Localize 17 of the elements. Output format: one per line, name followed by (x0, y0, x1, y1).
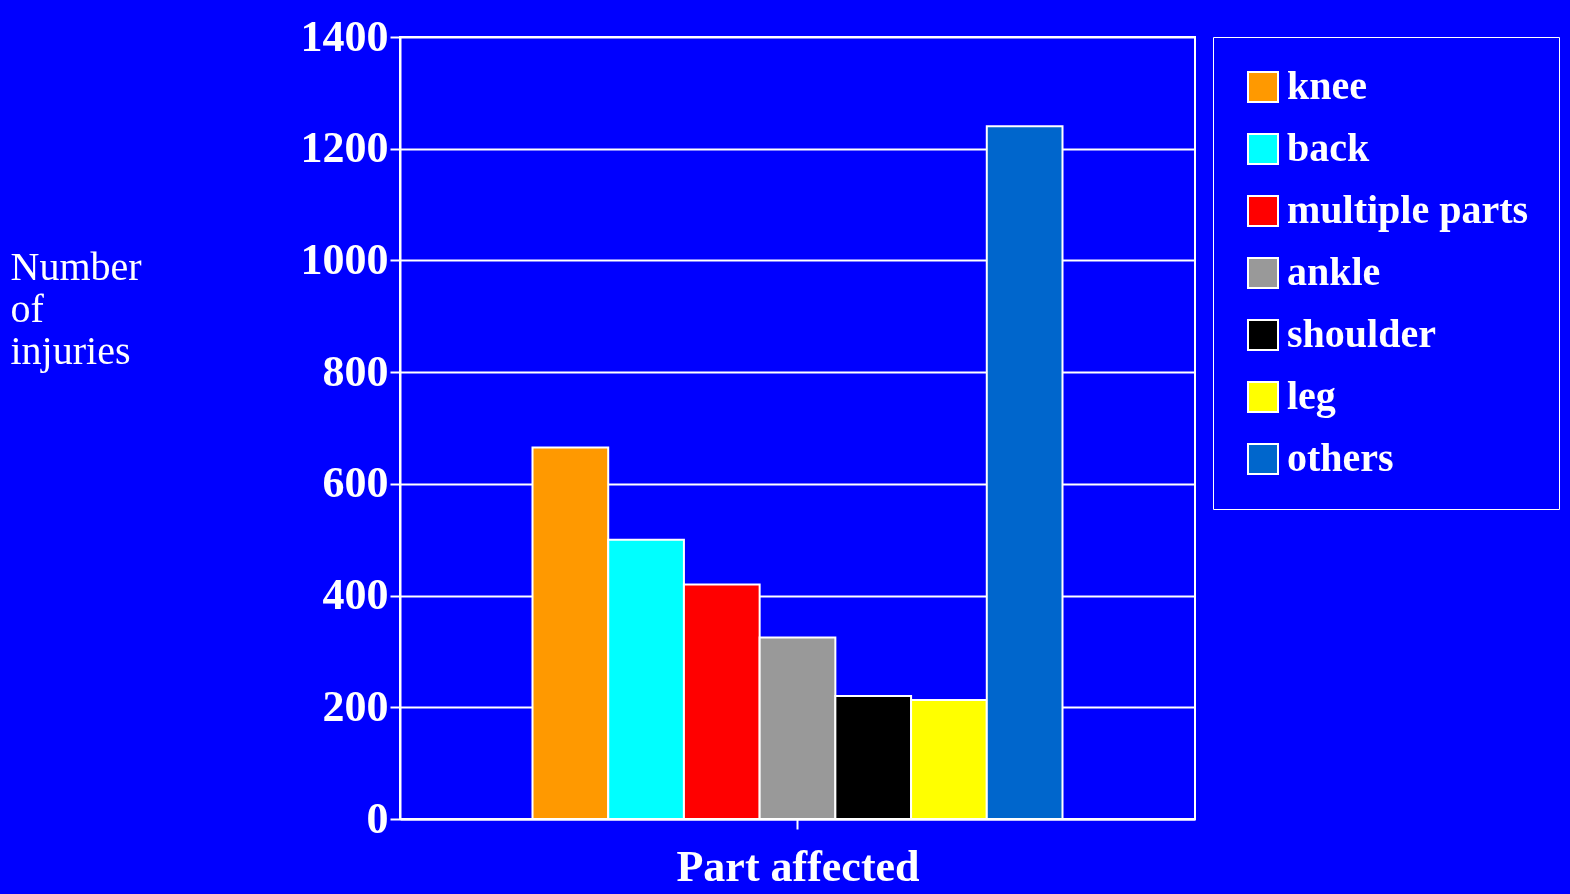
y-tick-label: 400 (322, 570, 389, 620)
y-tick-label: 800 (322, 346, 389, 396)
legend-label: others (1287, 435, 1394, 480)
legend-label: multiple parts (1287, 187, 1529, 232)
legend-label: back (1287, 125, 1370, 170)
y-axis-title: Number of injuries (10, 243, 142, 373)
y-tick-label: 200 (322, 681, 389, 731)
legend-label: shoulder (1287, 311, 1436, 356)
y-tick-label: 1000 (300, 234, 389, 284)
legend-label: leg (1287, 373, 1336, 418)
y-tick-label: 1400 (300, 11, 389, 61)
legend-label: ankle (1287, 249, 1381, 294)
y-tick-label: 1200 (300, 123, 389, 173)
y-tick-label: 600 (322, 458, 389, 508)
x-axis-title: Part affected (676, 841, 920, 891)
legend-label: knee (1287, 63, 1367, 108)
y-tick-label: 0 (366, 793, 389, 843)
